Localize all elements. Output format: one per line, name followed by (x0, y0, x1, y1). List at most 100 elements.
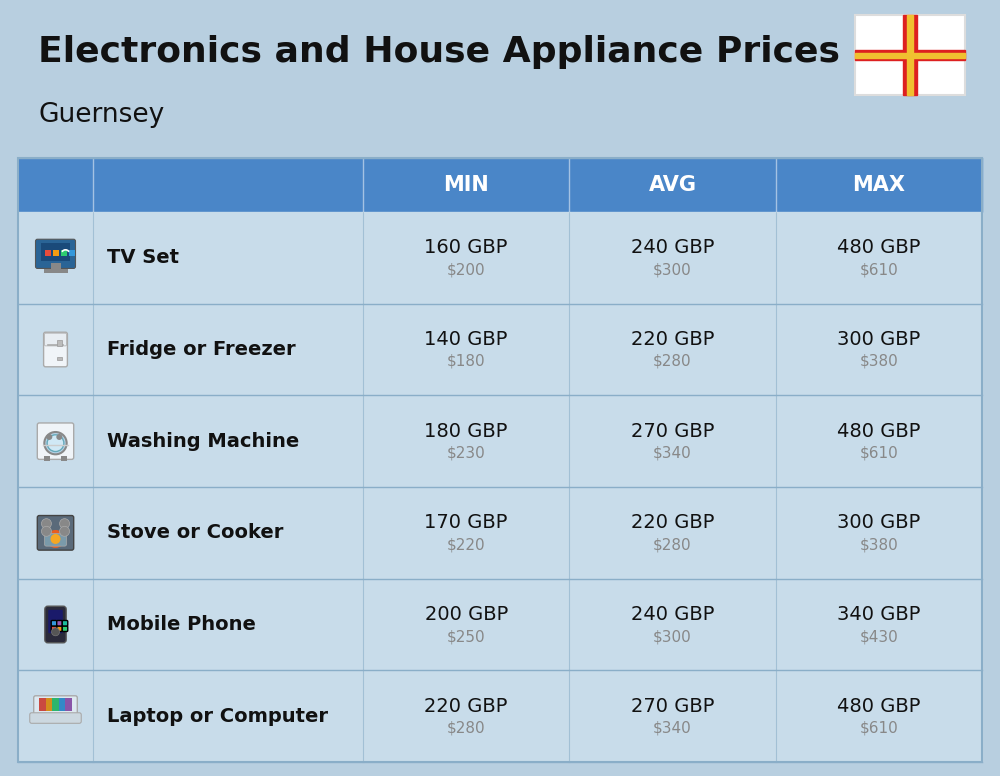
Bar (53, 250, 59, 256)
Bar (59, 698, 65, 711)
Bar (18, 487, 982, 579)
FancyBboxPatch shape (45, 606, 66, 643)
Text: 200 GBP: 200 GBP (425, 605, 508, 624)
Text: $280: $280 (653, 354, 692, 369)
FancyBboxPatch shape (36, 239, 76, 268)
Bar (18, 395, 982, 487)
Text: Mobile Phone: Mobile Phone (107, 615, 256, 634)
Text: $200: $200 (447, 262, 485, 277)
Text: 140 GBP: 140 GBP (424, 330, 508, 349)
Circle shape (60, 526, 70, 536)
Bar (39, 698, 46, 711)
Bar (52, 698, 59, 711)
Bar (44, 269, 68, 273)
Circle shape (56, 434, 62, 440)
Bar (18, 670, 982, 762)
Text: 170 GBP: 170 GBP (424, 514, 508, 532)
Bar (903, 15, 917, 95)
FancyBboxPatch shape (44, 534, 67, 546)
FancyBboxPatch shape (57, 626, 62, 632)
Circle shape (46, 434, 52, 440)
FancyBboxPatch shape (30, 713, 81, 723)
Text: 340 GBP: 340 GBP (837, 605, 921, 624)
Bar (57, 341, 62, 346)
Text: 480 GBP: 480 GBP (837, 697, 921, 715)
Bar (18, 303, 982, 395)
Circle shape (44, 432, 67, 454)
Bar (61, 456, 67, 462)
Text: $300: $300 (653, 262, 692, 277)
Text: MAX: MAX (852, 175, 905, 195)
FancyBboxPatch shape (51, 621, 57, 626)
Text: $340: $340 (653, 445, 692, 461)
Bar (18, 212, 982, 303)
Text: 180 GBP: 180 GBP (424, 421, 508, 441)
Text: Laptop or Computer: Laptop or Computer (107, 707, 328, 726)
Bar (907, 15, 913, 95)
Text: $280: $280 (447, 721, 485, 736)
Bar (69, 250, 75, 256)
Bar (46, 698, 52, 711)
Text: 300 GBP: 300 GBP (837, 330, 920, 349)
Text: $380: $380 (859, 537, 898, 553)
Text: 220 GBP: 220 GBP (631, 330, 714, 349)
Text: Stove or Cooker: Stove or Cooker (107, 523, 283, 542)
Text: $180: $180 (447, 354, 485, 369)
Bar (18, 158, 982, 212)
Circle shape (47, 435, 64, 452)
Text: $250: $250 (447, 629, 485, 644)
FancyBboxPatch shape (62, 626, 68, 632)
Bar (50, 263, 60, 269)
FancyBboxPatch shape (62, 621, 68, 626)
Circle shape (46, 530, 64, 548)
Text: 480 GBP: 480 GBP (837, 421, 921, 441)
Text: $300: $300 (653, 629, 692, 644)
Text: AVG: AVG (648, 175, 696, 195)
Text: $610: $610 (859, 721, 898, 736)
FancyBboxPatch shape (37, 515, 74, 550)
Text: $380: $380 (859, 354, 898, 369)
Text: $230: $230 (447, 445, 486, 461)
Bar (18, 158, 982, 762)
FancyBboxPatch shape (51, 626, 57, 632)
Circle shape (60, 518, 70, 528)
Text: 270 GBP: 270 GBP (631, 421, 714, 441)
Bar (39, 698, 72, 711)
Text: 480 GBP: 480 GBP (837, 238, 921, 258)
FancyBboxPatch shape (44, 332, 67, 367)
Circle shape (52, 628, 60, 636)
Text: 270 GBP: 270 GBP (631, 697, 714, 715)
Circle shape (41, 526, 51, 536)
Text: $340: $340 (653, 721, 692, 736)
FancyBboxPatch shape (34, 696, 77, 716)
Bar (855, 53, 965, 57)
Text: 220 GBP: 220 GBP (631, 514, 714, 532)
FancyBboxPatch shape (855, 15, 965, 95)
Text: 240 GBP: 240 GBP (631, 605, 714, 624)
Bar (65, 698, 72, 711)
Text: 300 GBP: 300 GBP (837, 514, 920, 532)
Circle shape (50, 534, 60, 544)
Bar (18, 579, 982, 670)
Text: Electronics and House Appliance Prices: Electronics and House Appliance Prices (38, 35, 840, 69)
FancyBboxPatch shape (37, 423, 74, 459)
Text: $610: $610 (859, 262, 898, 277)
Text: Fridge or Freezer: Fridge or Freezer (107, 340, 296, 359)
Text: 240 GBP: 240 GBP (631, 238, 714, 258)
Text: 160 GBP: 160 GBP (424, 238, 508, 258)
Bar (855, 50, 965, 60)
Text: $430: $430 (859, 629, 898, 644)
Bar (57, 356, 62, 360)
Text: $280: $280 (653, 537, 692, 553)
Bar (44, 456, 50, 462)
Text: Washing Machine: Washing Machine (107, 431, 299, 451)
Text: Guernsey: Guernsey (38, 102, 164, 128)
FancyBboxPatch shape (45, 333, 66, 346)
Text: TV Set: TV Set (107, 248, 179, 268)
Bar (61, 250, 67, 256)
Circle shape (41, 518, 51, 528)
FancyBboxPatch shape (57, 621, 62, 626)
Bar (45, 250, 51, 256)
Text: MIN: MIN (443, 175, 489, 195)
Text: $610: $610 (859, 445, 898, 461)
